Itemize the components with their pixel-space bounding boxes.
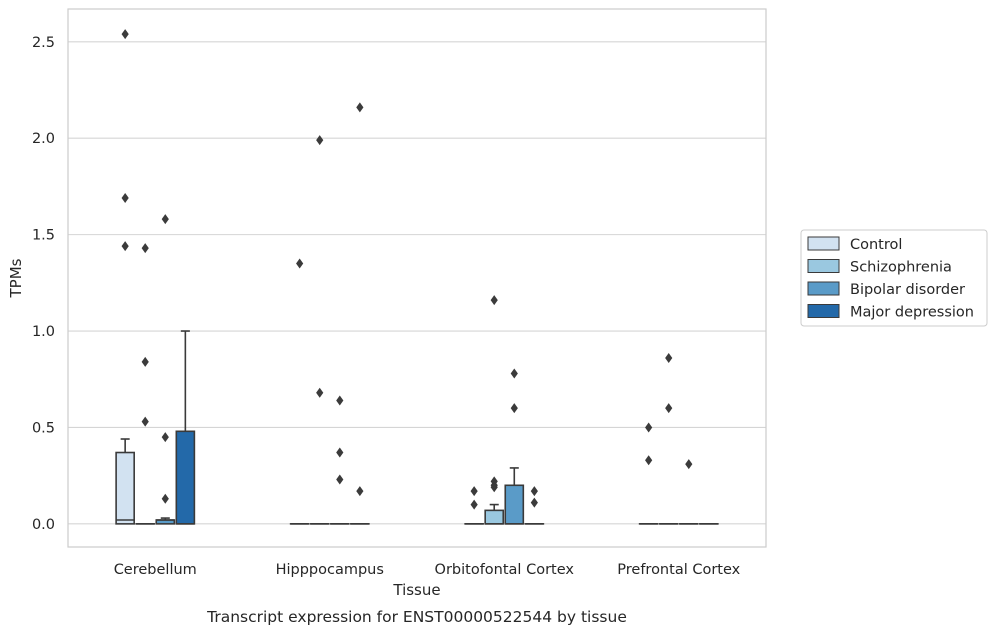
outlier-point bbox=[470, 486, 478, 497]
legend-label: Schizophrenia bbox=[850, 260, 952, 276]
legend-entry: Schizophrenia bbox=[807, 259, 952, 276]
outlier-point bbox=[510, 403, 518, 414]
box-control bbox=[289, 258, 310, 525]
outlier-point bbox=[121, 192, 129, 203]
outlier-point bbox=[665, 403, 673, 414]
box-schizophrenia bbox=[135, 243, 156, 525]
outlier-point bbox=[645, 422, 653, 433]
y-tick-label: 0.0 bbox=[32, 517, 55, 533]
outlier-point bbox=[161, 493, 169, 504]
outlier-point bbox=[685, 459, 693, 470]
outlier-point bbox=[336, 447, 344, 458]
outlier-point bbox=[490, 295, 498, 306]
outlier-point bbox=[510, 368, 518, 379]
y-tick-label: 1.0 bbox=[32, 324, 55, 340]
legend-swatch bbox=[807, 236, 840, 251]
legend-entry: Bipolar disorder bbox=[807, 281, 965, 298]
grid-lines bbox=[68, 41, 766, 525]
box-schizophrenia bbox=[484, 295, 505, 525]
x-tick-label: Orbitofontal Cortex bbox=[435, 562, 575, 578]
y-tick-label: 2.5 bbox=[32, 35, 55, 51]
outlier-point bbox=[141, 356, 149, 367]
box-body bbox=[484, 509, 505, 525]
box-major-depression bbox=[175, 330, 196, 525]
outlier-point bbox=[141, 416, 149, 427]
outlier-point bbox=[645, 455, 653, 466]
outlier-point bbox=[665, 353, 673, 364]
box-plots bbox=[115, 29, 719, 525]
x-tick-label: Hipppocampus bbox=[276, 562, 384, 578]
outlier-point bbox=[296, 258, 304, 269]
legend-label: Bipolar disorder bbox=[850, 282, 965, 298]
box-bipolar-disorder bbox=[678, 459, 699, 525]
outlier-point bbox=[316, 135, 324, 146]
legend-label: Major depression bbox=[850, 305, 974, 321]
outlier-point bbox=[356, 486, 364, 497]
outlier-point bbox=[121, 29, 129, 40]
x-axis-label: Tissue bbox=[392, 581, 440, 599]
legend-frame bbox=[800, 229, 988, 327]
box-body bbox=[115, 451, 135, 525]
y-axis-ticks: 0.0 0.5 1.0 1.5 2.0 2.5 bbox=[32, 35, 55, 533]
box-control bbox=[115, 29, 135, 525]
outlier-point bbox=[161, 214, 169, 225]
box-control bbox=[638, 422, 659, 525]
outlier-point bbox=[356, 102, 364, 113]
box-schizophrenia bbox=[658, 353, 679, 525]
legend-entry: Major depression bbox=[807, 304, 974, 321]
outlier-point bbox=[530, 486, 538, 497]
box-body bbox=[175, 430, 196, 525]
outlier-point bbox=[490, 482, 498, 493]
legend-swatch bbox=[807, 281, 840, 296]
outlier-point bbox=[121, 241, 129, 252]
x-axis-ticks: Cerebellum Hipppocampus Orbitofontal Corte… bbox=[114, 562, 741, 578]
outlier-point bbox=[161, 432, 169, 443]
x-tick-label: Cerebellum bbox=[114, 562, 197, 578]
box-body bbox=[504, 484, 525, 525]
y-tick-label: 1.5 bbox=[32, 228, 55, 244]
outlier-point bbox=[141, 243, 149, 254]
box-schizophrenia bbox=[309, 135, 330, 525]
box-major-depression bbox=[350, 102, 370, 525]
box-major-depression bbox=[524, 486, 545, 525]
x-tick-label: Prefrontal Cortex bbox=[617, 562, 740, 578]
y-axis-label: TPMs bbox=[7, 258, 25, 298]
chart-caption: Transcript expression for ENST0000052254… bbox=[206, 608, 627, 626]
outlier-point bbox=[530, 497, 538, 508]
legend-entry: Control bbox=[807, 236, 902, 253]
plot-area bbox=[67, 8, 767, 548]
box-bipolar-disorder bbox=[329, 395, 350, 525]
legend-swatch bbox=[807, 304, 840, 318]
outlier-point bbox=[316, 387, 324, 398]
box-control bbox=[464, 486, 484, 525]
outlier-point bbox=[336, 395, 344, 406]
y-tick-label: 0.5 bbox=[32, 420, 55, 436]
y-tick-label: 2.0 bbox=[32, 131, 55, 147]
box-bipolar-disorder bbox=[155, 214, 176, 525]
legend-swatch bbox=[807, 259, 840, 273]
box-bipolar-disorder bbox=[504, 368, 525, 525]
outlier-point bbox=[336, 474, 344, 485]
legend-label: Control bbox=[850, 237, 902, 253]
outlier-point bbox=[470, 499, 478, 510]
legend: Control Schizophrenia Bipolar disorder Majo… bbox=[800, 229, 988, 327]
